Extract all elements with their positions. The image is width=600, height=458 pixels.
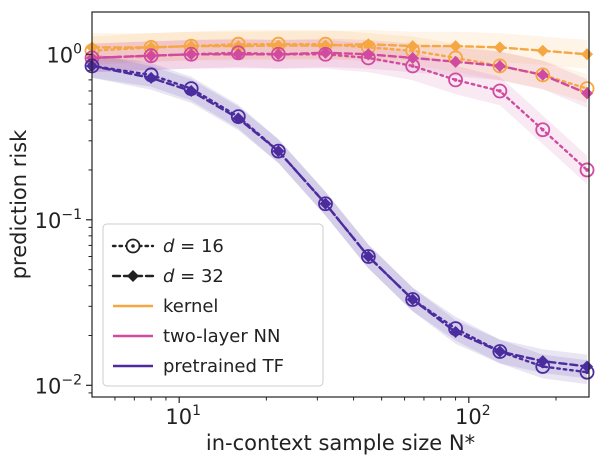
point-two-layer-nn-d32 [581, 87, 594, 100]
legend-label-two-layer-nn: two-layer NN [163, 326, 280, 347]
point-pretrained-tf-d16 [270, 143, 286, 159]
point-center-two-layer-nn-d16 [453, 78, 458, 82]
series-markers [84, 36, 595, 380]
y-tick-label: 10−2 [35, 372, 82, 398]
point-kernel-d16 [492, 58, 508, 74]
band-pretrained-tf-d32 [92, 54, 587, 379]
legend-label-pretrained-tf: pretrained TF [163, 356, 284, 377]
point-two-layer-nn-d32 [406, 51, 419, 64]
point-pretrained-tf-d16 [360, 249, 376, 264]
point-kernel-d32 [581, 48, 594, 61]
legend-box [102, 223, 324, 387]
point-pretrained-tf-d32 [581, 360, 594, 373]
point-two-layer-nn-d32 [362, 48, 375, 61]
point-kernel-d32 [406, 40, 419, 53]
point-two-layer-nn-d16 [492, 83, 508, 99]
point-two-layer-nn-d16 [579, 162, 595, 178]
point-two-layer-nn-d16 [183, 46, 199, 62]
y-axis-label: prediction risk [7, 129, 31, 279]
point-pretrained-tf-d32 [536, 355, 549, 368]
legend-label-d-1: d = 32 [163, 266, 224, 287]
point-pretrained-tf-d32 [232, 112, 245, 125]
point-two-layer-nn-d16 [143, 48, 159, 64]
point-two-layer-nn-d32 [145, 49, 158, 62]
point-two-layer-nn-d16 [448, 72, 463, 88]
point-pretrained-tf-d16 [318, 196, 333, 212]
point-two-layer-nn-d16 [270, 46, 286, 62]
point-pretrained-tf-d32 [406, 293, 419, 306]
legend: d = 16 d = 32 kernel two-layer NN pretrained… [102, 223, 324, 387]
plot-frame [91, 11, 590, 398]
point-two-layer-nn-d32 [493, 59, 506, 72]
point-two-layer-nn-d16 [535, 122, 551, 138]
point-two-layer-nn-d32 [272, 48, 285, 61]
point-kernel-d32 [362, 38, 375, 51]
y-tick-label: 100 [46, 41, 82, 67]
legend-label-d-0: d = 16 [163, 236, 224, 257]
legend-marker-diamond [127, 270, 139, 282]
point-two-layer-nn-d32 [536, 68, 549, 81]
band-two-layer-nn-d32 [92, 38, 587, 108]
point-center-two-layer-nn-d16 [540, 127, 545, 132]
point-pretrained-tf-d16 [405, 292, 421, 307]
point-kernel-d16 [535, 67, 551, 83]
point-pretrained-tf-d32 [145, 71, 158, 84]
point-two-layer-nn-d32 [319, 46, 332, 59]
point-two-layer-nn-d32 [232, 48, 245, 61]
point-pretrained-tf-d32 [185, 84, 198, 97]
point-pretrained-tf-d32 [493, 345, 506, 358]
legend-marker-circle-center [131, 244, 135, 248]
point-kernel-d32 [493, 41, 506, 54]
band-kernel-d16 [92, 29, 587, 103]
legend-label-kernel: kernel [163, 296, 218, 317]
point-pretrained-tf-d32 [319, 197, 332, 210]
point-pretrained-tf-d32 [272, 145, 285, 158]
y-tick-label: 10−1 [35, 207, 82, 233]
point-two-layer-nn-d32 [185, 48, 198, 61]
point-center-two-layer-nn-d16 [410, 64, 415, 68]
axes: 101 102 100 10−1 10−2 in-context sample size … [7, 11, 590, 455]
point-center-two-layer-nn-d16 [498, 89, 502, 93]
point-center-two-layer-nn-d16 [585, 168, 589, 172]
x-axis-label: in-context sample size N* [206, 431, 475, 455]
x-tick-label: 101 [165, 403, 201, 429]
point-pretrained-tf-d16 [492, 344, 508, 359]
point-pretrained-tf-d32 [362, 250, 375, 263]
band-two-layer-nn-d16 [92, 38, 587, 185]
point-kernel-d32 [536, 44, 549, 57]
x-tick-label: 102 [455, 403, 491, 429]
point-pretrained-tf-d32 [449, 325, 462, 338]
point-two-layer-nn-d32 [449, 55, 462, 68]
point-kernel-d32 [449, 40, 462, 53]
